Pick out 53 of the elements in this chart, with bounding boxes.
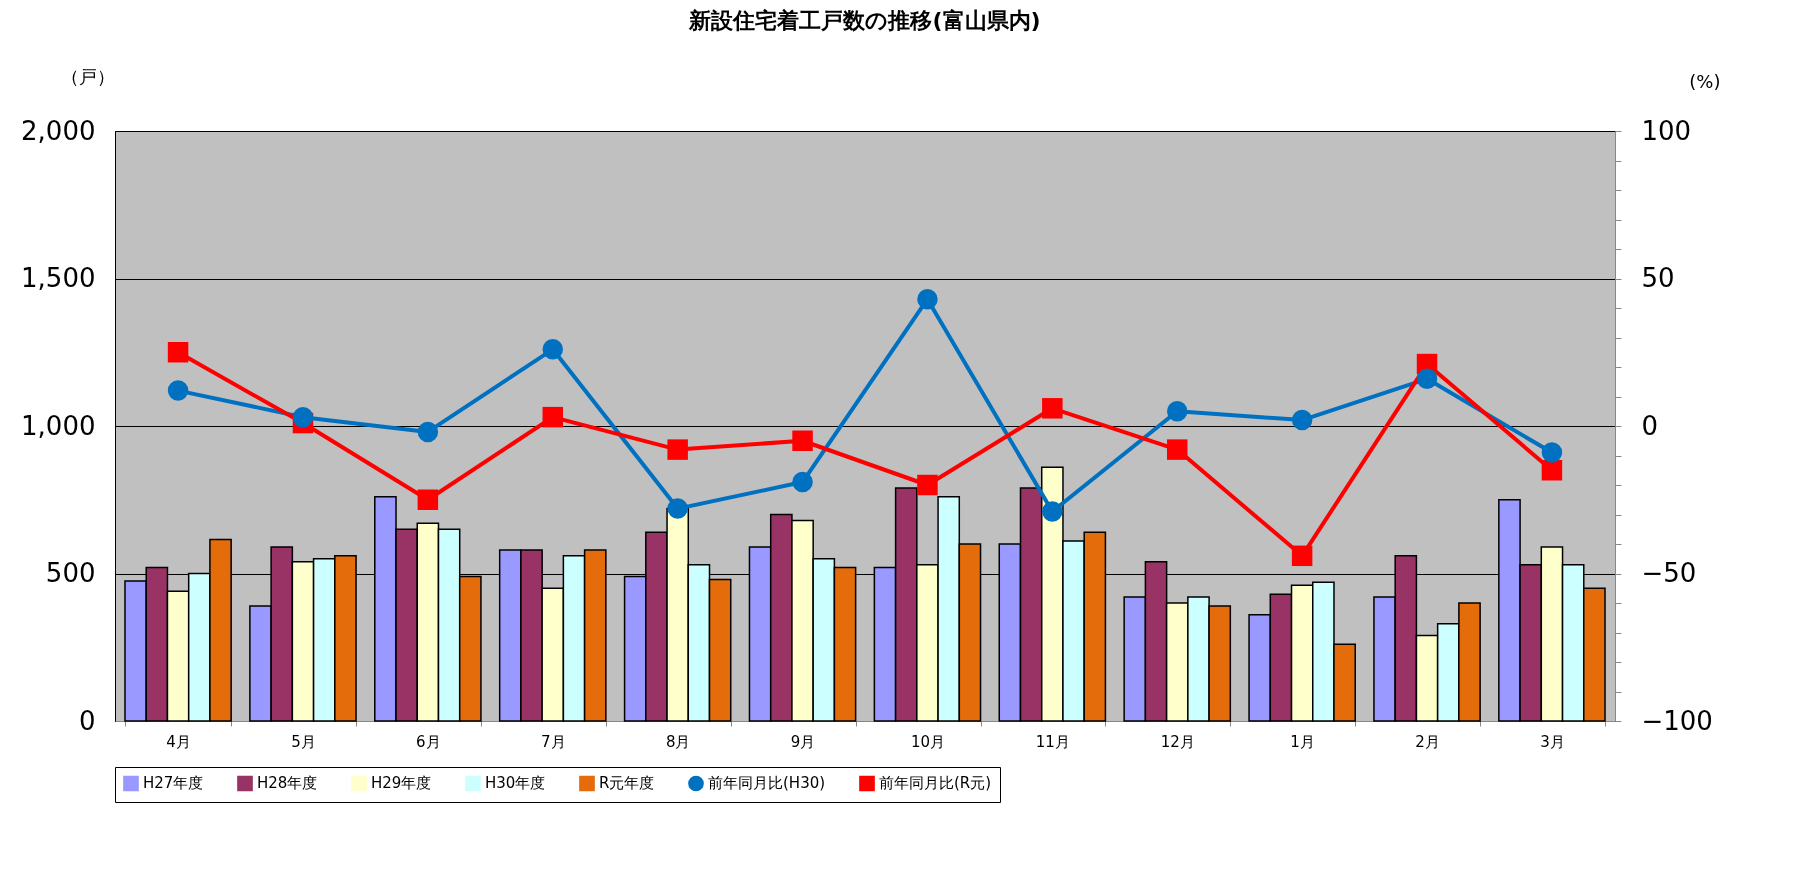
y2-tick-label: −50 xyxy=(1641,558,1697,588)
legend-label: R元年度 xyxy=(599,774,655,793)
x-tick-label: 6月 xyxy=(416,732,441,751)
x-tick-label: 7月 xyxy=(540,732,566,751)
x-tick-label: 8月 xyxy=(665,732,691,751)
x-tick-label: 12月 xyxy=(1160,732,1195,751)
y2-axis-title: (%) xyxy=(1689,70,1721,92)
point xyxy=(167,342,189,363)
point xyxy=(542,406,564,428)
x-tick-label: 11月 xyxy=(1035,732,1070,751)
point xyxy=(1042,398,1063,419)
point xyxy=(292,406,314,428)
x-tick-label: 2月 xyxy=(1415,732,1440,751)
point xyxy=(1416,368,1438,390)
point xyxy=(1042,501,1063,522)
y2-tick-label: 0 xyxy=(1641,410,1659,441)
legend-label: 前年同月比(H30) xyxy=(708,774,826,793)
y-tick-label: 2,000 xyxy=(21,115,96,146)
x-tick-label: 5月 xyxy=(291,732,316,751)
y2-tick-label: 50 xyxy=(1641,263,1675,293)
point xyxy=(1166,401,1188,422)
x-tick-label: 10月 xyxy=(910,732,945,751)
point xyxy=(792,430,813,451)
legend-label: H30年度 xyxy=(485,774,546,793)
x-tick-label: 1月 xyxy=(1290,732,1315,751)
x-tick-label: 4月 xyxy=(166,732,191,751)
point xyxy=(1291,409,1313,431)
y2-tick-label: −100 xyxy=(1641,705,1713,736)
y-tick-label: 1,000 xyxy=(21,410,96,441)
point xyxy=(792,471,813,493)
y-axis-title: （戸） xyxy=(60,65,115,87)
legend-label: 前年同月比(R元) xyxy=(879,774,992,793)
point xyxy=(417,421,439,443)
point xyxy=(167,380,189,401)
point xyxy=(1166,439,1188,460)
legend-label: H27年度 xyxy=(143,774,204,793)
point xyxy=(417,489,439,510)
point xyxy=(667,498,688,519)
point xyxy=(1291,545,1313,567)
point xyxy=(917,474,938,496)
y-tick-label: 1,500 xyxy=(21,263,96,293)
chart-title: 新設住宅着工戸数の推移(富山県内) xyxy=(688,8,1041,33)
point xyxy=(542,339,564,360)
point xyxy=(917,288,938,310)
y-tick-label: 0 xyxy=(78,705,96,736)
legend-label: H29年度 xyxy=(371,774,432,793)
point xyxy=(667,439,688,460)
y-tick-label: 500 xyxy=(45,558,96,588)
legend-label: H28年度 xyxy=(257,774,318,793)
point xyxy=(1541,442,1563,463)
x-tick-label: 3月 xyxy=(1540,732,1565,751)
x-tick-label: 9月 xyxy=(790,732,816,751)
y2-tick-label: 100 xyxy=(1641,115,1692,146)
